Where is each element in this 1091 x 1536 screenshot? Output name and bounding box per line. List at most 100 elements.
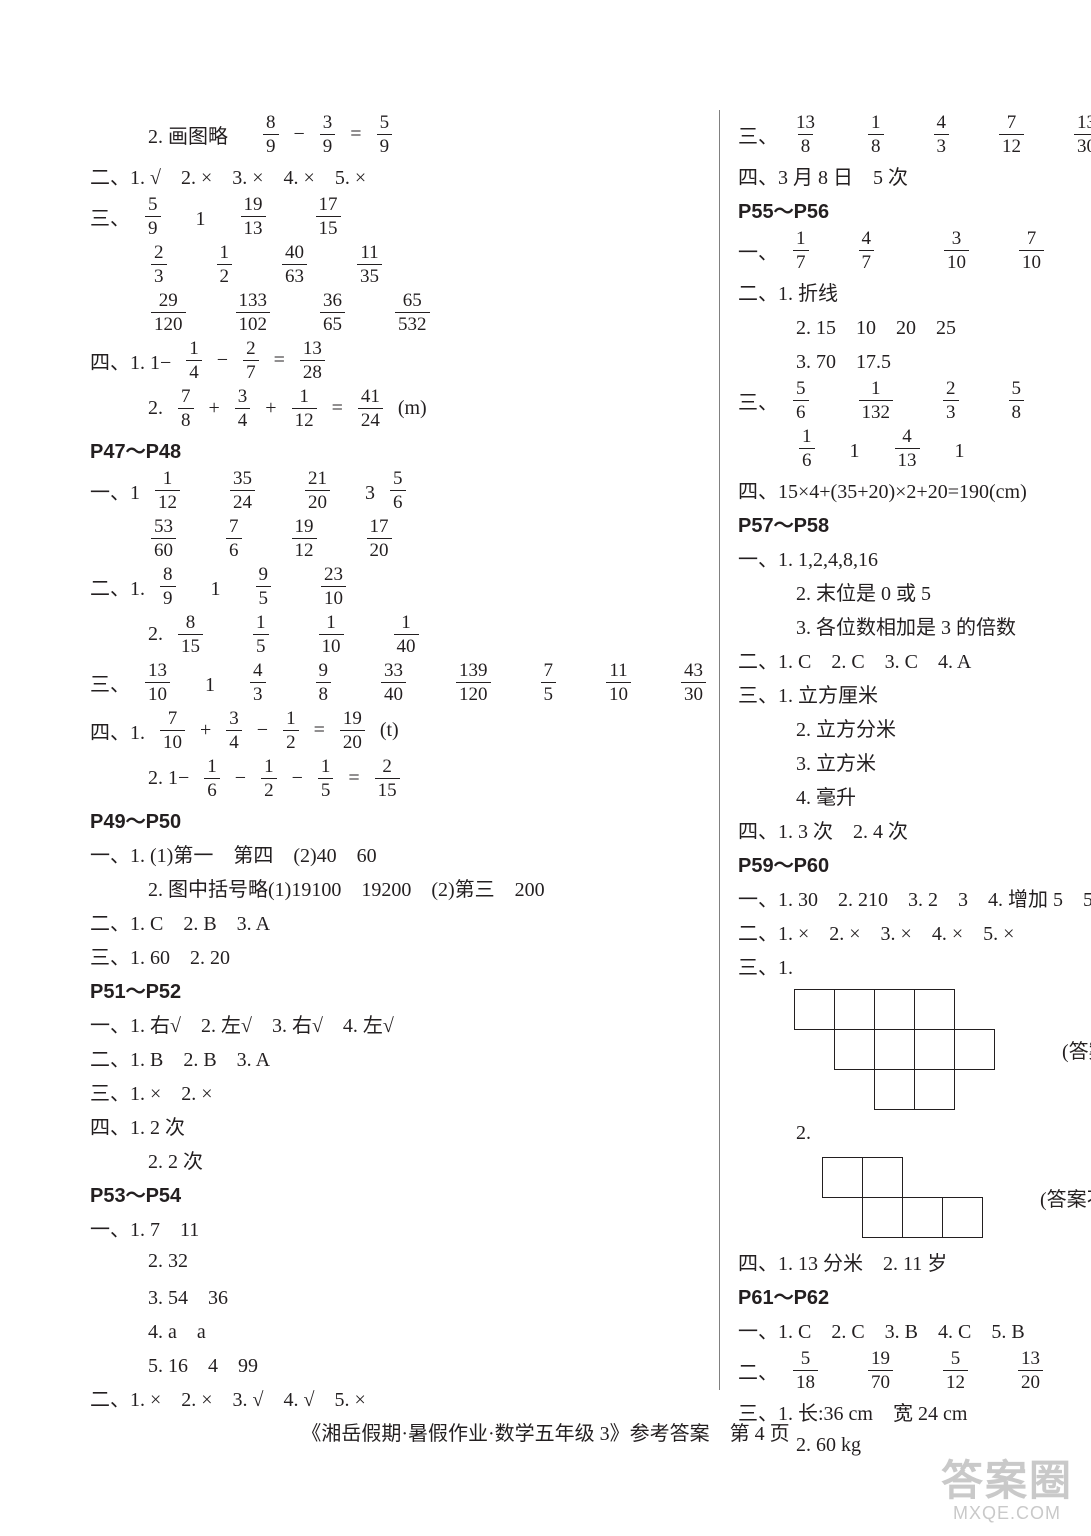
text-seg (833, 120, 853, 149)
text-line: 2. 末位是 0 或 5 (738, 574, 1091, 608)
text-seg: 1 (176, 202, 226, 231)
text-seg (195, 476, 215, 505)
text-line: P59～P60 (738, 846, 1091, 880)
text-seg: 二、1. × 2. × 3. √ 4. √ 5. × (90, 1383, 366, 1412)
text-seg: 二、1. B 2. B 3. A (90, 1043, 270, 1072)
text-line: P47～P48 (90, 432, 709, 466)
text-line: 2. 32 (90, 1244, 709, 1278)
text-seg (908, 1356, 928, 1385)
fraction: 712 (999, 113, 1024, 156)
watermark: 答案圈 MXQE.COM (941, 1458, 1073, 1524)
fraction: 56 (390, 469, 406, 512)
text-seg: 四、1. (90, 716, 145, 745)
text-line: 二、1. × 2. × 3. √ 4. √ 5. × (90, 1380, 709, 1414)
text-line: P51～P52 (90, 972, 709, 1006)
text-line: 四、1. 3 次 2. 4 次 (738, 812, 1091, 846)
text-line: 三、1. (738, 948, 1091, 982)
text-line: 3. 70 17.5 (738, 342, 1091, 376)
fraction: 76 (226, 517, 242, 560)
left-column: 2. 画图略 89−39=59二、1. √ 2. × 3. × 4. × 5. … (90, 110, 709, 1390)
fraction: 815 (178, 613, 203, 656)
text-line: 16 1 413 1 (738, 424, 1091, 472)
text-seg: 2. 1− (148, 767, 189, 790)
fraction: 12 (261, 757, 277, 800)
fraction: 2120 (305, 469, 330, 512)
fraction: 12 (217, 243, 233, 286)
text-seg (571, 668, 591, 697)
text-line: 一、1. C 2. C 3. B 4. C 5. B (738, 1312, 1091, 1346)
page: 2. 画图略 89−39=59二、1. √ 2. × 3. × 4. × 5. … (0, 0, 1091, 1536)
fraction: 56 (793, 379, 809, 422)
text-line: 2. 15 10 20 25 (738, 308, 1091, 342)
fraction: 710 (1019, 229, 1044, 272)
fraction: 27 (243, 339, 259, 382)
text-seg: 3. 各位数相加是 3 的倍数 (796, 611, 1016, 640)
text-line: 四、3 月 8 日 5 次 (738, 158, 1091, 192)
text-seg: 3 (345, 476, 375, 505)
fraction: 3524 (230, 469, 255, 512)
fraction: 78 (178, 387, 194, 430)
text-line: 2. (738, 1116, 1091, 1150)
text-seg: 三、 (738, 120, 778, 149)
text-seg (285, 298, 305, 327)
fraction: 65532 (395, 291, 430, 334)
fraction: 1135 (357, 243, 382, 286)
fraction: 215 (375, 757, 400, 800)
fraction: 1310 (145, 661, 170, 704)
text-seg: (t) (380, 719, 399, 742)
text-seg (984, 236, 1004, 265)
text-seg (218, 620, 238, 649)
text-seg: 4. 毫升 (796, 781, 856, 810)
text-seg: 一、1. C 2. C 3. B 4. C 5. B (738, 1315, 1025, 1344)
text-seg (983, 1356, 1003, 1385)
text-seg (191, 524, 211, 553)
text-seg: + (200, 719, 211, 742)
text-line: P57～P58 (738, 506, 1091, 540)
text-seg (346, 668, 366, 697)
fraction: 1920 (340, 709, 365, 752)
fraction: 5360 (151, 517, 176, 560)
text-seg (833, 1356, 853, 1385)
text-seg: = (274, 349, 285, 372)
text-line: 四、1. 1−14−27=1328 (90, 336, 709, 384)
fraction: 15 (253, 613, 269, 656)
text-seg: 5. 16 4 99 (148, 1349, 258, 1378)
text-seg: 四、1. 3 次 2. 4 次 (738, 815, 908, 844)
fraction: 413 (895, 427, 920, 470)
fraction: 4124 (358, 387, 383, 430)
text-seg (974, 386, 994, 415)
fraction: 3665 (320, 291, 345, 334)
text-seg: 一、 (738, 236, 778, 265)
fraction: 1715 (316, 195, 341, 238)
text-seg: = (332, 397, 343, 420)
fraction: 14 (186, 339, 202, 382)
fraction: 47 (859, 229, 875, 272)
text-seg (257, 524, 277, 553)
text-line: 四、1. 2 次 (90, 1108, 709, 1142)
text-seg: 四、15×4+(35+20)×2+20=190(cm) (738, 475, 1027, 504)
fraction: 34 (226, 709, 242, 752)
text-seg (824, 386, 844, 415)
text-seg: 四、1. 1− (90, 346, 171, 375)
columns: 2. 画图略 89−39=59二、1. √ 2. × 3. × 4. × 5. … (90, 110, 1031, 1390)
text-seg: 2. 2 次 (148, 1145, 203, 1174)
text-seg: 三、1. 立方厘米 (738, 679, 878, 708)
text-seg: P55～P56 (738, 195, 829, 224)
text-seg (270, 476, 290, 505)
text-seg: 二、1. C 2. C 3. C 4. A (738, 645, 971, 674)
text-seg: 一、1. 1,2,4,8,16 (738, 543, 878, 572)
text-seg: + (265, 397, 276, 420)
text-line: 二、1. C 2. C 3. C 4. A (738, 642, 1091, 676)
text-seg: P53～P54 (90, 1179, 181, 1208)
text-line: 三、1. 60 2. 20 (90, 938, 709, 972)
text-seg: − (294, 123, 305, 146)
text-seg (359, 620, 379, 649)
text-seg: 2. (148, 397, 163, 420)
text-seg: 二、1. × 2. × 3. × 4. × 5. × (738, 917, 1014, 946)
text-seg: 2. 画图略 (148, 120, 248, 149)
text-seg: P51～P52 (90, 975, 181, 1004)
fraction: 1110 (606, 661, 631, 704)
text-seg: 三、 (90, 668, 130, 697)
text-line: 2. 2 次 (90, 1142, 709, 1176)
watermark-en: MXQE.COM (941, 1504, 1073, 1524)
